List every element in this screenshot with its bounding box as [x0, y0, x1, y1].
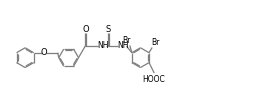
Text: NH: NH: [97, 41, 108, 50]
Text: NH: NH: [117, 41, 129, 50]
Text: HOOC: HOOC: [142, 75, 165, 84]
Text: Br: Br: [151, 38, 160, 47]
Text: O: O: [41, 48, 47, 57]
Text: O: O: [82, 25, 89, 34]
Text: S: S: [106, 25, 111, 34]
Text: Br: Br: [122, 36, 131, 45]
